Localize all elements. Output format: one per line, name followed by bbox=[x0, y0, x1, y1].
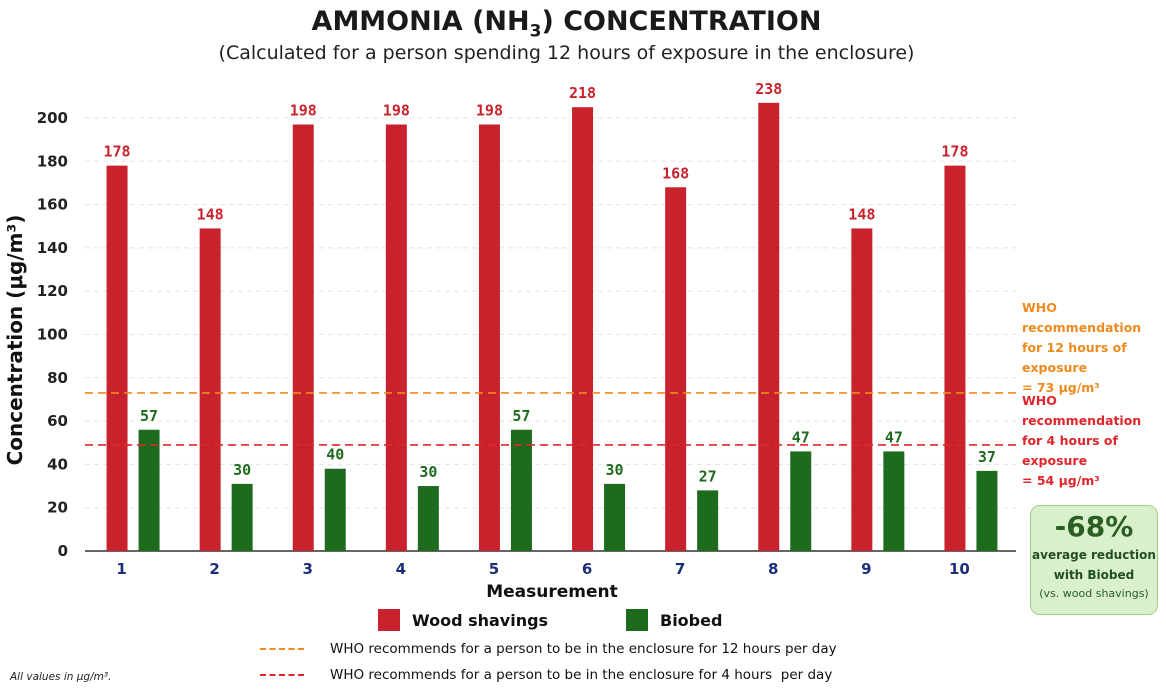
reduction-callout: -68% average reduction with Biobed (vs. … bbox=[1030, 505, 1158, 615]
data-label-wood-8: 238 bbox=[755, 80, 782, 98]
data-label-biobed-6: 30 bbox=[606, 461, 624, 479]
x-tick-label-7: 7 bbox=[675, 560, 685, 578]
data-label-biobed-5: 57 bbox=[512, 407, 530, 425]
data-label-biobed-1: 57 bbox=[140, 407, 158, 425]
data-label-biobed-7: 27 bbox=[699, 467, 717, 485]
legend-dash-red bbox=[260, 674, 304, 676]
y-tick-label-80: 80 bbox=[47, 369, 68, 387]
title-subscript: 3 bbox=[529, 21, 542, 42]
bar-biobed-2 bbox=[231, 483, 253, 551]
data-label-wood-4: 198 bbox=[383, 101, 410, 119]
legend-label-wood-shavings: Wood shavings bbox=[412, 610, 549, 630]
x-tick-label-9: 9 bbox=[861, 560, 871, 578]
x-tick-label-4: 4 bbox=[396, 560, 406, 578]
data-label-wood-7: 168 bbox=[662, 164, 689, 182]
data-label-biobed-10: 37 bbox=[978, 448, 996, 466]
x-axis-label: Measurement bbox=[486, 582, 618, 602]
bar-wood-1 bbox=[106, 165, 128, 551]
legend-swatch-wood-shavings bbox=[378, 609, 400, 631]
x-tick-label-6: 6 bbox=[582, 560, 592, 578]
bar-wood-9 bbox=[851, 228, 873, 552]
data-label-biobed-4: 30 bbox=[419, 463, 437, 481]
data-label-wood-2: 148 bbox=[197, 205, 224, 223]
data-label-wood-10: 178 bbox=[941, 143, 968, 161]
y-tick-label-180: 180 bbox=[37, 152, 68, 170]
bar-wood-6 bbox=[572, 107, 594, 552]
bar-biobed-4 bbox=[417, 486, 439, 551]
legend-item-wood-shavings: Wood shavings bbox=[378, 609, 548, 631]
y-tick-label-160: 160 bbox=[37, 196, 68, 214]
chart-title: AMMONIA (NH3) CONCENTRATION bbox=[311, 6, 822, 42]
reduction-text: average reduction with Biobed bbox=[1032, 548, 1156, 582]
x-tick-label-1: 1 bbox=[116, 560, 126, 578]
y-tick-label-200: 200 bbox=[37, 109, 68, 127]
bar-biobed-3 bbox=[324, 468, 346, 551]
bar-wood-7 bbox=[665, 187, 687, 551]
data-label-biobed-3: 40 bbox=[326, 446, 344, 464]
legend-who-12h: WHO recommends for a person to be in the… bbox=[260, 641, 837, 657]
bar-biobed-9 bbox=[883, 451, 905, 551]
bar-biobed-7 bbox=[697, 490, 719, 551]
legend-who-12h-text: WHO recommends for a person to be in the… bbox=[330, 641, 837, 657]
y-tick-label-140: 140 bbox=[37, 239, 68, 257]
bar-biobed-6 bbox=[604, 483, 626, 551]
who-4h-annotation: WHO recommendation for 4 hours of exposu… bbox=[1022, 393, 1142, 488]
bar-wood-3 bbox=[292, 124, 314, 552]
chart-subtitle: (Calculated for a person spending 12 hou… bbox=[218, 42, 915, 64]
legend-item-biobed: Biobed bbox=[626, 609, 722, 631]
bar-wood-8 bbox=[758, 102, 780, 551]
data-label-wood-9: 148 bbox=[848, 205, 875, 223]
y-tick-label-40: 40 bbox=[47, 455, 68, 473]
footnote: All values in μg/m³. bbox=[10, 671, 112, 683]
bar-wood-10 bbox=[944, 165, 966, 551]
reduction-value: -68% bbox=[1054, 510, 1134, 543]
bar-wood-5 bbox=[478, 124, 500, 552]
legend-label-biobed: Biobed bbox=[660, 610, 723, 630]
legend-dash-orange bbox=[260, 648, 304, 650]
y-tick-label-0: 0 bbox=[58, 542, 68, 560]
y-tick-label-20: 20 bbox=[47, 499, 68, 517]
legend-who-4h: WHO recommends for a person to be in the… bbox=[260, 667, 832, 683]
bar-wood-4 bbox=[385, 124, 407, 552]
data-label-biobed-9: 47 bbox=[885, 428, 903, 446]
data-label-wood-1: 178 bbox=[104, 143, 131, 161]
y-tick-label-120: 120 bbox=[37, 282, 68, 300]
x-tick-label-8: 8 bbox=[768, 560, 778, 578]
data-label-biobed-8: 47 bbox=[792, 428, 810, 446]
x-tick-label-5: 5 bbox=[489, 560, 499, 578]
data-label-wood-3: 198 bbox=[290, 101, 317, 119]
bar-biobed-8 bbox=[790, 451, 812, 551]
y-tick-label-60: 60 bbox=[47, 412, 68, 430]
legend-swatch-biobed bbox=[626, 609, 648, 631]
y-axis-label: Concentration (μg/m³) bbox=[3, 215, 27, 466]
who-12h-annotation: WHO recommendation for 12 hours of expos… bbox=[1022, 300, 1142, 395]
bar-biobed-5 bbox=[510, 429, 532, 551]
bar-biobed-1 bbox=[138, 429, 160, 551]
legend-who-4h-text: WHO recommends for a person to be in the… bbox=[330, 667, 833, 683]
bar-biobed-10 bbox=[976, 470, 998, 551]
bar-wood-2 bbox=[199, 228, 221, 552]
x-tick-label-10: 10 bbox=[949, 560, 970, 578]
x-tick-label-3: 3 bbox=[303, 560, 313, 578]
y-tick-label-100: 100 bbox=[37, 326, 68, 344]
data-label-biobed-2: 30 bbox=[233, 461, 251, 479]
data-label-wood-5: 198 bbox=[476, 101, 503, 119]
reduction-note: (vs. wood shavings) bbox=[1039, 587, 1149, 600]
x-tick-label-2: 2 bbox=[209, 560, 219, 578]
data-label-wood-6: 218 bbox=[569, 84, 596, 102]
